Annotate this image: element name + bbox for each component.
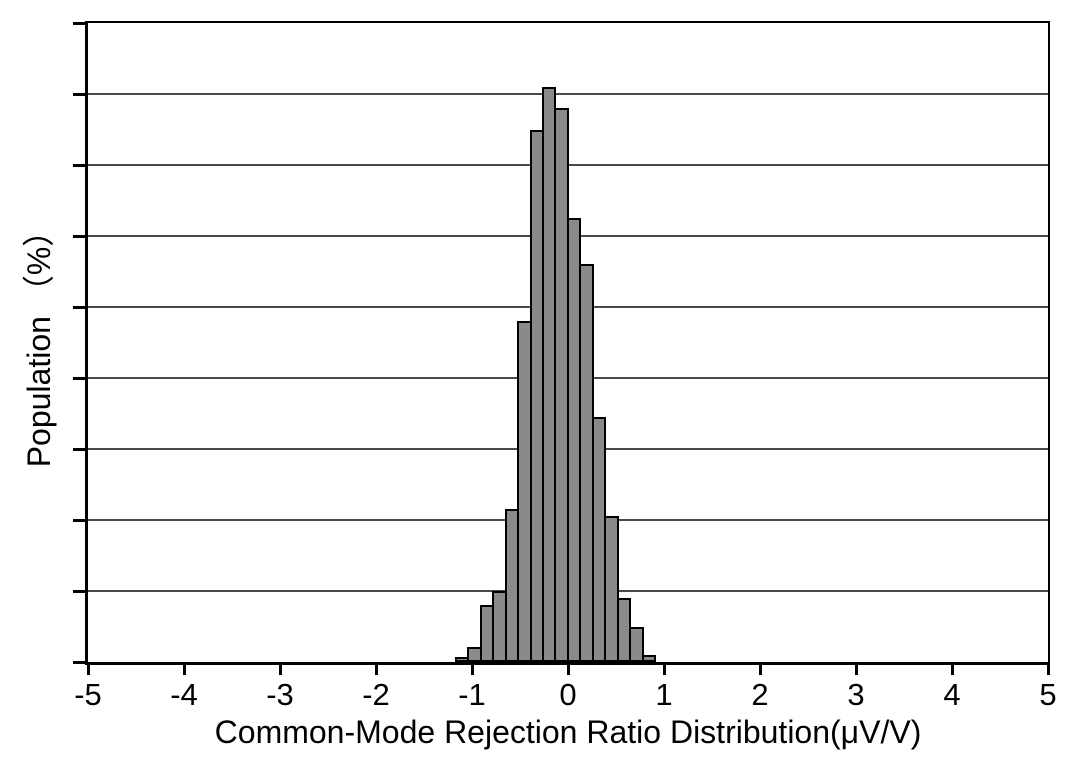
x-axis-tick xyxy=(470,665,474,675)
y-axis-title: Population （%） xyxy=(21,214,57,468)
histogram-bar xyxy=(604,516,619,662)
x-axis-tick xyxy=(662,665,666,675)
x-axis-tick-label: -2 xyxy=(362,677,390,712)
plot-area xyxy=(85,21,1050,665)
y-axis-tick xyxy=(73,163,85,167)
histogram-bar xyxy=(629,626,644,662)
x-axis-tick-label: 2 xyxy=(751,677,769,712)
x-axis-tick-label: -1 xyxy=(458,677,486,712)
x-axis-tick xyxy=(758,665,762,675)
x-axis-tick-label: -3 xyxy=(266,677,294,712)
x-axis-tick-label: 0 xyxy=(559,677,577,712)
y-axis-tick xyxy=(73,305,85,309)
x-axis-tick xyxy=(86,665,90,675)
x-axis-tick xyxy=(854,665,858,675)
histogram-bar xyxy=(641,654,657,662)
x-axis-tick-label: 1 xyxy=(655,677,673,712)
x-axis-tick xyxy=(566,665,570,675)
x-axis-tick xyxy=(374,665,378,675)
x-axis-tick xyxy=(278,665,282,675)
x-axis-tick-label: 4 xyxy=(943,677,961,712)
y-axis-tick xyxy=(73,518,85,522)
y-axis-tick xyxy=(73,92,85,96)
x-axis-tick xyxy=(1046,665,1050,675)
x-axis-tick-label: 5 xyxy=(1039,677,1057,712)
y-axis-tick xyxy=(73,589,85,593)
x-axis-tick xyxy=(182,665,186,675)
x-axis-tick-label: -5 xyxy=(74,677,102,712)
gridline xyxy=(88,93,1048,95)
x-axis-tick xyxy=(950,665,954,675)
y-axis-tick xyxy=(73,376,85,380)
x-axis-tick-label: 3 xyxy=(847,677,865,712)
y-axis-tick xyxy=(73,660,85,664)
y-axis-tick xyxy=(73,21,85,25)
y-axis-tick xyxy=(73,447,85,451)
y-axis-tick xyxy=(73,234,85,238)
x-axis-tick-label: -4 xyxy=(170,677,198,712)
x-axis-title: Common-Mode Rejection Ratio Distribution… xyxy=(214,714,922,750)
